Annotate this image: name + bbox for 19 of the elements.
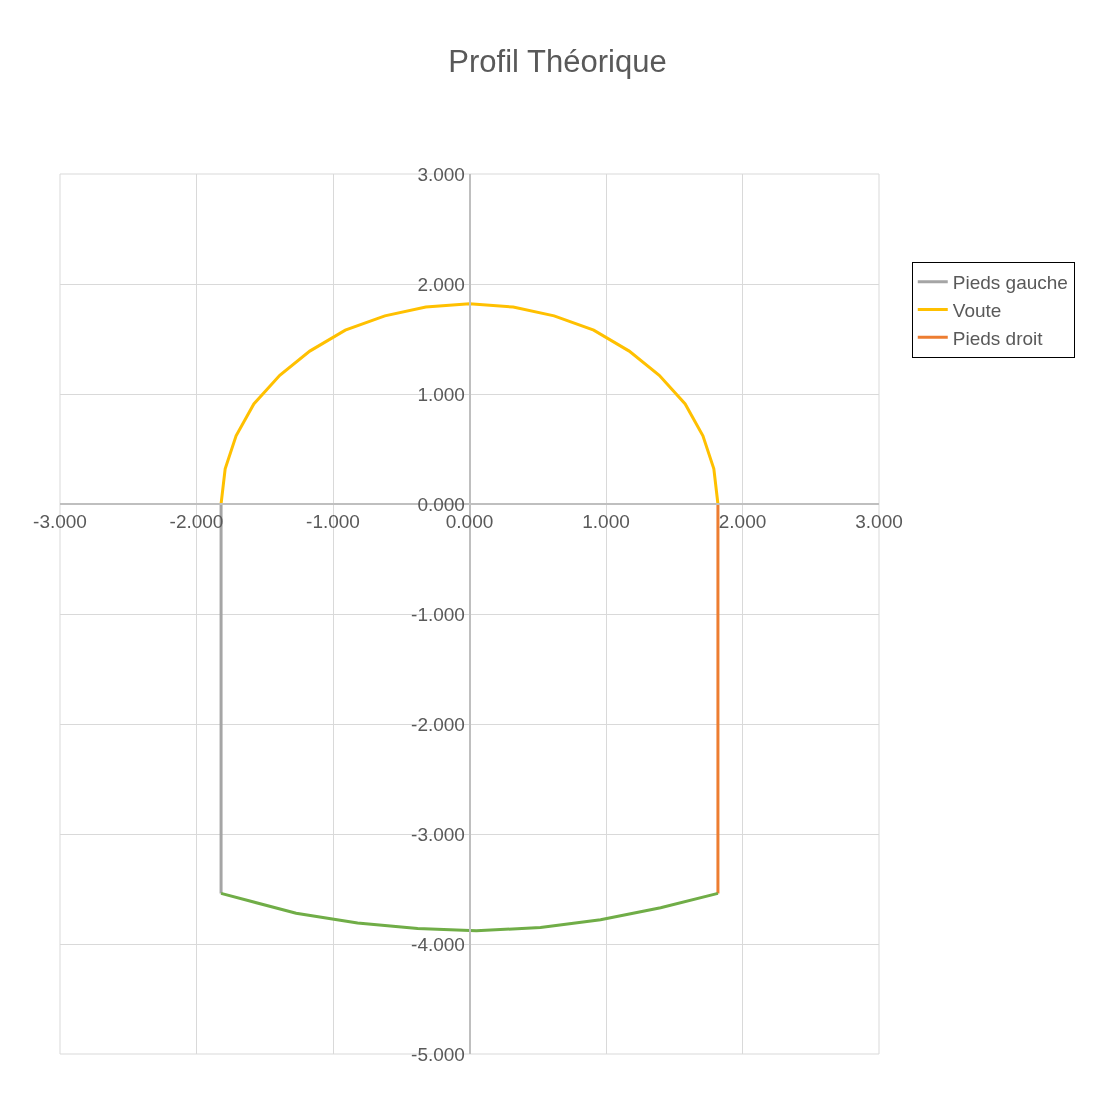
y-tick-label: 3.000 (417, 163, 465, 185)
y-tick-label: 1.000 (417, 383, 465, 405)
line-series (219, 891, 720, 933)
y-tick-label: 2.000 (417, 273, 465, 295)
x-tick-label: -3.000 (33, 510, 87, 532)
legend-label: Voute (952, 299, 1002, 321)
y-tick-label: -4.000 (411, 933, 465, 955)
x-tick-label: 2.000 (718, 510, 767, 532)
y-tick-label: -2.000 (411, 713, 465, 735)
x-tick-label: -1.000 (306, 510, 360, 532)
y-tick-label: -1.000 (411, 603, 465, 625)
chart-title: Profil Théorique (448, 43, 667, 79)
x-tick-label: 1.000 (582, 510, 630, 532)
x-tick-label: -2.000 (169, 510, 224, 532)
legend-label: Pieds gauche (952, 272, 1068, 294)
y-tick-label: -5.000 (411, 1043, 465, 1065)
legend-label: Pieds droit (952, 327, 1044, 349)
x-tick-label: 3.000 (855, 510, 903, 532)
y-tick-label: -3.000 (411, 823, 465, 845)
